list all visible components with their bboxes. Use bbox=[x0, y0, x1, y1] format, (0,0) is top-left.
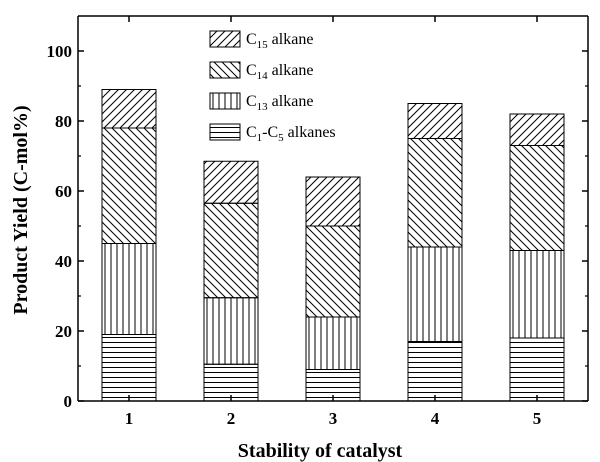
bar-segment-4-cat-5 bbox=[509, 113, 565, 146]
y-tick-label: 100 bbox=[47, 42, 73, 61]
legend-label: C1-C5 alkanes bbox=[246, 124, 336, 144]
legend-label: C13 alkane bbox=[246, 93, 313, 113]
y-tick-label: 20 bbox=[55, 322, 72, 341]
legend-item: C14 alkane bbox=[209, 61, 313, 82]
bar-segment-1-cat-4 bbox=[407, 341, 463, 402]
bar-segment-3-cat-5 bbox=[509, 145, 565, 251]
x-axis-title: Stability of catalyst bbox=[238, 440, 403, 462]
bar-segment-3-cat-1 bbox=[101, 127, 157, 244]
legend-swatch bbox=[209, 123, 241, 141]
bar-segment-4-cat-1 bbox=[101, 89, 157, 129]
y-tick-label: 40 bbox=[55, 252, 72, 271]
axes-group: 0 20 40 60 80 100 1 2 3 4 5 bbox=[47, 15, 589, 428]
x-tick-label: 5 bbox=[533, 409, 542, 428]
y-tick-label: 0 bbox=[64, 392, 73, 411]
x-tick-label: 4 bbox=[431, 409, 440, 428]
x-tick-label: 2 bbox=[227, 409, 236, 428]
legend: C15 alkane C14 alkane C13 alkane C1-C5 alka… bbox=[209, 30, 336, 144]
bar-segment-2-cat-2 bbox=[203, 297, 259, 365]
bar-segment-4-cat-4 bbox=[407, 103, 463, 139]
bar-segment-4-cat-3 bbox=[305, 176, 361, 227]
y-tick-label: 60 bbox=[55, 182, 72, 201]
bars-group bbox=[101, 89, 565, 402]
legend-item: C13 alkane bbox=[209, 92, 313, 113]
legend-swatch bbox=[209, 30, 241, 48]
legend-label: C14 alkane bbox=[246, 62, 313, 82]
legend-item: C1-C5 alkanes bbox=[209, 123, 336, 144]
bar-segment-2-cat-1 bbox=[101, 243, 157, 335]
bar-segment-2-cat-3 bbox=[305, 316, 361, 370]
bar-segment-1-cat-5 bbox=[509, 337, 565, 402]
y-axis-title: Product Yield (C-mol%) bbox=[10, 105, 32, 314]
legend-item: C15 alkane bbox=[209, 30, 313, 51]
bar-segment-3-cat-2 bbox=[203, 202, 259, 299]
legend-label: C15 alkane bbox=[246, 31, 313, 51]
x-tick-label: 3 bbox=[329, 409, 338, 428]
bar-segment-3-cat-4 bbox=[407, 138, 463, 248]
bar-segment-3-cat-3 bbox=[305, 225, 361, 318]
y-tick-label: 80 bbox=[55, 112, 72, 131]
bar-segment-2-cat-4 bbox=[407, 246, 463, 342]
legend-swatch bbox=[209, 61, 241, 79]
legend-swatch bbox=[209, 92, 241, 110]
bar-segment-4-cat-2 bbox=[203, 160, 259, 204]
x-tick-label: 1 bbox=[125, 409, 134, 428]
bar-segment-1-cat-1 bbox=[101, 334, 157, 402]
bar-segment-2-cat-5 bbox=[509, 250, 565, 339]
